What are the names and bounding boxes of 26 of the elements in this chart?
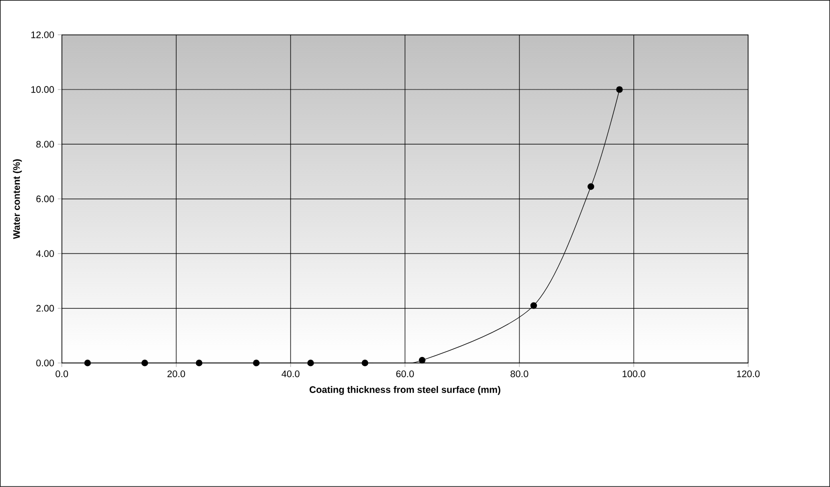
- y-tick-label: 4.00: [36, 250, 54, 258]
- x-tick-label: 100.0: [622, 370, 646, 378]
- point: [588, 183, 594, 190]
- x-tick-label: 0.0: [56, 370, 68, 378]
- point: [307, 360, 314, 366]
- y-tick-label: 6.00: [36, 196, 54, 202]
- y-tick-label: 10.00: [31, 86, 54, 93]
- point: [141, 360, 148, 366]
- point: [616, 86, 623, 93]
- point: [530, 302, 537, 309]
- y-tick-label: 12.00: [31, 32, 54, 38]
- point: [84, 360, 91, 366]
- point: [196, 360, 202, 366]
- x-tick-label: 120.0: [737, 370, 760, 378]
- y-tick-label: 0.00: [36, 360, 54, 366]
- point: [252, 360, 260, 366]
- point: [418, 357, 426, 364]
- y-axis-title: Water content (%): [12, 159, 22, 240]
- x-axis-title: Coating thickness from steel surface (mm): [310, 386, 500, 395]
- point: [362, 360, 368, 366]
- y-tick-label: 2.00: [36, 305, 54, 312]
- x-tick-label: 40.0: [282, 370, 300, 378]
- x-tick-label: 60.0: [396, 370, 414, 378]
- x-tick-label: 80.0: [510, 370, 528, 378]
- y-tick-label: 8.00: [36, 140, 54, 148]
- x-tick-label: 20.0: [167, 370, 186, 378]
